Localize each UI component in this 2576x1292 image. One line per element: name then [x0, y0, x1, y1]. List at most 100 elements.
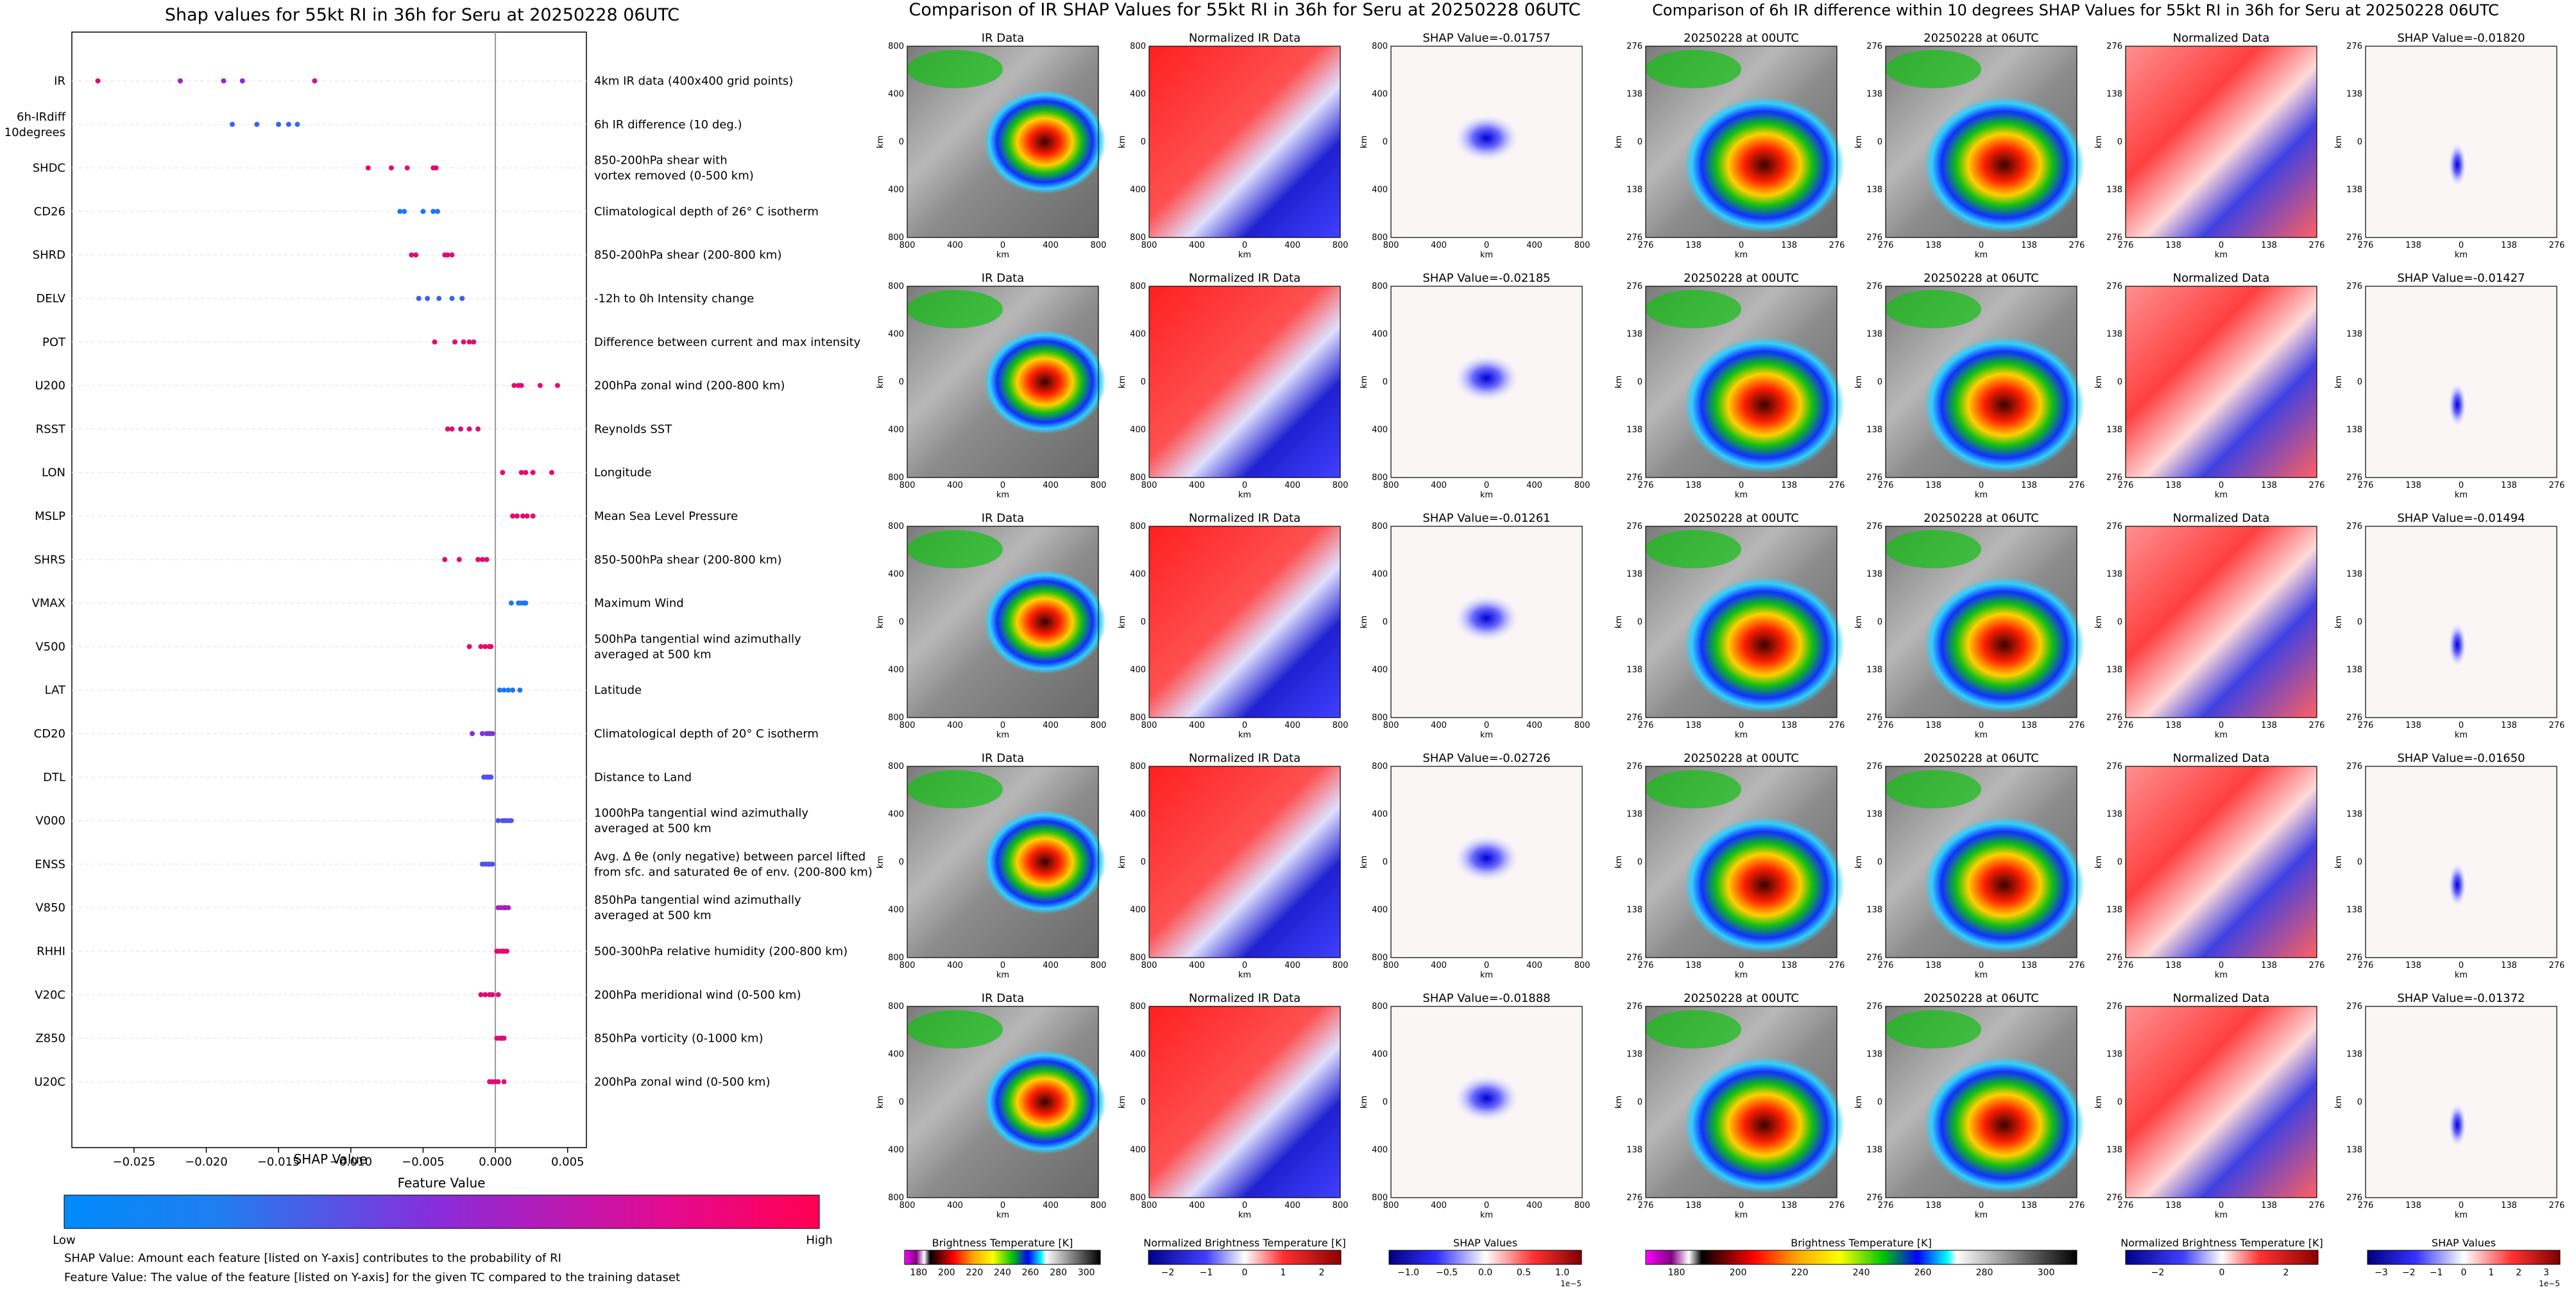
x-tick-label: 138	[1781, 961, 1797, 970]
feature-description: Longitude	[594, 466, 652, 479]
y-tick-label: 0	[899, 617, 904, 627]
shap-point	[409, 252, 414, 258]
x-tick-label: 276	[1878, 961, 1894, 970]
panel-title: Normalized Data	[2173, 752, 2270, 765]
panel-frame	[907, 526, 1099, 718]
cloud-band	[1886, 770, 1981, 809]
y-tick-label: 138	[2346, 570, 2362, 580]
x-tick-label: 276	[1878, 1201, 1894, 1210]
storm-cloud	[1923, 96, 2085, 234]
colorbar-tick: −0.5	[1436, 1268, 1458, 1278]
x-tick-label: 0	[1242, 961, 1247, 970]
x-tick-label: 400	[1043, 721, 1059, 730]
y-tick-label: 276	[2106, 953, 2122, 963]
x-tick-label: −0.020	[185, 1155, 228, 1169]
y-tick-label: 800	[1372, 473, 1388, 483]
colorbar-tick: 240	[1853, 1268, 1870, 1278]
y-tick-label: 276	[1866, 762, 1882, 771]
x-tick-label: 276	[2549, 961, 2565, 970]
y-tick-label: 800	[1372, 953, 1388, 963]
shap-point	[413, 252, 419, 258]
storm-cloud	[1923, 816, 2085, 954]
cloud-band	[1646, 1010, 1741, 1049]
x-tick-label: 138	[2021, 241, 2037, 250]
y-tick-label: 138	[2106, 810, 2122, 820]
y-tick-label: 0	[1637, 617, 1642, 627]
y-tick-label: 800	[1130, 473, 1146, 483]
feature-description: 850hPa vorticity (0-1000 km)	[594, 1032, 763, 1046]
storm-cloud	[1923, 336, 2085, 474]
y-tick-label: 400	[1130, 330, 1146, 340]
y-tick-label: 400	[1130, 810, 1146, 820]
shap-point	[518, 383, 524, 388]
y-tick-label: 800	[1130, 233, 1146, 243]
x-tick-label: 400	[1043, 481, 1059, 490]
feature-label: ENSS	[35, 857, 65, 871]
shap-point	[537, 383, 543, 388]
shap-point	[365, 165, 371, 171]
ir-section-title: Comparison of IR SHAP Values for 55kt RI…	[908, 0, 1580, 20]
y-axis-label: km	[876, 1096, 885, 1108]
y-tick-label: 276	[1626, 1002, 1642, 1012]
y-tick-label: 138	[1866, 185, 1882, 195]
storm-cloud	[984, 89, 1106, 194]
y-tick-label: 276	[1866, 233, 1882, 243]
y-tick-label: 138	[2106, 426, 2122, 435]
panel-title: 20250228 at 06UTC	[1923, 31, 2039, 45]
x-tick-label: 276	[2358, 961, 2374, 970]
x-tick-label: 0	[1739, 481, 1744, 490]
y-tick-label: 0	[2117, 377, 2122, 387]
colorbar-tick: 280	[1050, 1268, 1067, 1278]
x-tick-label: 276	[1878, 241, 1894, 250]
panel-title: SHAP Value=-0.01494	[2397, 512, 2525, 525]
x-tick-label: 276	[2118, 961, 2134, 970]
y-tick-label: 400	[888, 426, 904, 435]
x-tick-label: 800	[1383, 241, 1399, 250]
x-tick-label: 138	[2165, 1201, 2181, 1210]
x-tick-label: 800	[1141, 961, 1157, 970]
y-tick-label: 400	[888, 90, 904, 99]
y-tick-label: 138	[1866, 1050, 1882, 1060]
x-tick-label: 138	[2165, 481, 2181, 490]
x-axis-label: km	[1238, 490, 1251, 500]
panel-title: 20250228 at 00UTC	[1684, 512, 1799, 525]
y-axis-label: km	[1854, 856, 1864, 868]
y-tick-label: 400	[1372, 1050, 1388, 1060]
x-tick-label: 138	[2165, 961, 2181, 970]
x-tick-label: 400	[1431, 241, 1447, 250]
y-tick-label: 800	[1130, 762, 1146, 771]
x-tick-label: 0	[2219, 961, 2224, 970]
shap-point	[432, 339, 438, 345]
shap-point	[488, 774, 494, 780]
shap-point	[506, 905, 511, 911]
x-tick-label: 276	[2309, 961, 2325, 970]
y-axis-label: km	[1360, 616, 1369, 628]
colorbar-tick: 200	[938, 1268, 955, 1278]
feature-label: SHDC	[33, 162, 65, 175]
feature-label: Z850	[35, 1032, 65, 1046]
shap-point	[479, 556, 485, 562]
y-tick-label: 800	[888, 1002, 904, 1012]
panel-title: SHAP Value=-0.01650	[2397, 752, 2525, 765]
y-tick-label: 138	[1626, 666, 1642, 675]
shap-point	[514, 513, 520, 519]
y-tick-label: 0	[1383, 617, 1388, 627]
colorbar	[2367, 1250, 2561, 1265]
x-tick-label: 400	[1526, 481, 1542, 490]
colorbar-tick: −2	[1161, 1268, 1175, 1278]
shap-point	[504, 949, 510, 954]
y-tick-label: 138	[2106, 570, 2122, 580]
x-tick-label: 138	[1781, 1201, 1797, 1210]
cloud-band	[1646, 49, 1741, 89]
colorbar-tick: 3	[2543, 1268, 2549, 1278]
normalized-image	[2126, 526, 2317, 718]
y-tick-label: 138	[1626, 330, 1642, 340]
x-tick-label: 276	[2069, 1201, 2085, 1210]
y-axis-label: km	[1854, 135, 1864, 148]
normalized-image	[2126, 766, 2317, 958]
shap-point	[397, 209, 403, 214]
shap-point	[466, 426, 472, 432]
colorbar-tick: 300	[2038, 1268, 2055, 1278]
y-tick-label: 276	[2346, 233, 2362, 243]
x-axis-label: km	[996, 1210, 1009, 1220]
